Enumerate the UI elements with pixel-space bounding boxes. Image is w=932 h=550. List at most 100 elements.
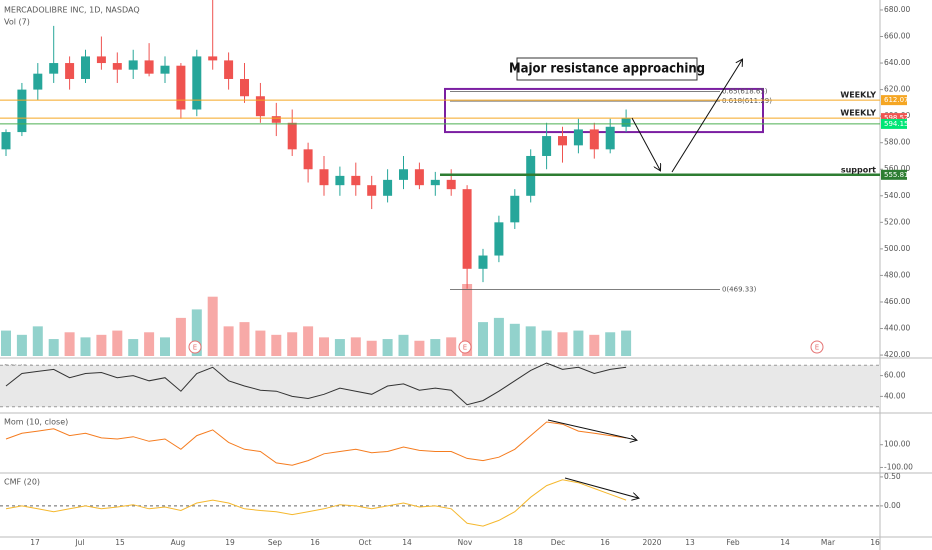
volume-bar <box>334 339 345 356</box>
volume-bar <box>525 326 536 356</box>
volume-bar <box>541 330 552 356</box>
volume-bar <box>398 334 409 356</box>
volume-bar <box>605 332 616 356</box>
volume-bar <box>589 334 600 356</box>
pane-title: MERCADOLIBRE INC, 1D, NASDAQ <box>4 6 140 15</box>
arrow <box>671 60 742 173</box>
price-label: 555.81 <box>884 171 909 179</box>
pane-title: Vol (7) <box>4 18 30 27</box>
price-label: 594.15 <box>884 120 909 128</box>
level-name: WEEKLY <box>840 91 876 100</box>
candle-body <box>399 169 408 180</box>
candle-body <box>510 195 520 223</box>
pane-title: Mom (10, close) <box>4 418 68 427</box>
x-tick-label: Dec <box>551 538 566 547</box>
indicator-line <box>5 421 627 466</box>
volume-bar <box>287 332 298 356</box>
candle-body <box>176 65 186 110</box>
y-tick-label: 480.00 <box>884 270 910 279</box>
volume-bar <box>430 339 441 356</box>
x-tick-label: 2020 <box>642 538 661 547</box>
price-label: 612.07 <box>884 96 909 104</box>
volume-bar <box>509 323 520 356</box>
x-tick-label: Aug <box>171 538 186 547</box>
price-label-bg <box>881 95 907 106</box>
candle-body <box>96 56 106 64</box>
earnings-marker <box>458 340 472 354</box>
candle-body <box>192 56 202 110</box>
x-tick-label: Feb <box>726 538 740 547</box>
volume-bar <box>446 337 457 356</box>
x-tick-label: 14 <box>780 538 790 547</box>
volume-bar <box>80 337 91 356</box>
x-tick-label: 16 <box>310 538 320 547</box>
price-label-bg <box>881 118 907 129</box>
candle-body <box>128 60 138 70</box>
candle-body <box>65 63 75 79</box>
y-tick-label: 640.00 <box>884 58 910 67</box>
price-label: 598.52 <box>884 114 909 122</box>
y-tick-label: 420.00 <box>884 350 910 359</box>
volume-bar <box>16 334 27 356</box>
price-label-bg <box>881 169 907 180</box>
x-tick-label: Jul <box>74 538 84 547</box>
volume-bar <box>271 334 282 356</box>
candle-body <box>287 122 297 150</box>
candle-body <box>414 169 424 186</box>
candle-body <box>271 116 281 123</box>
candle-body <box>542 136 552 156</box>
candle-body <box>462 189 472 269</box>
candle-body <box>494 222 504 256</box>
trend-arrow <box>564 477 638 498</box>
y-tick-label: 580.00 <box>884 138 910 147</box>
candle-body <box>367 185 377 196</box>
fib-label: 0(469.33) <box>722 286 757 294</box>
candle-body <box>605 126 615 150</box>
earnings-label: E <box>193 344 197 352</box>
volume-bar <box>128 339 139 356</box>
candle-body <box>144 60 154 74</box>
y-tick-label: 0.50 <box>884 472 901 481</box>
volume-bar <box>64 332 75 356</box>
pane-title: CMF (20) <box>4 478 40 487</box>
candle-body <box>160 65 170 74</box>
candle-body <box>49 63 59 74</box>
y-tick-label: 660.00 <box>884 32 910 41</box>
y-tick-label: 560.00 <box>884 164 910 173</box>
y-tick-label: 620.00 <box>884 85 910 94</box>
candle-body <box>383 179 393 196</box>
y-tick-label: 540.00 <box>884 191 910 200</box>
candle-body <box>351 175 361 186</box>
x-tick-label: 16 <box>600 538 610 547</box>
candle-body <box>478 255 488 269</box>
x-tick-label: 14 <box>402 538 412 547</box>
plot-layer: 680.00660.00640.00620.00600.00580.00560.… <box>0 0 913 547</box>
y-tick-label: -100.00 <box>884 462 913 471</box>
candle-body <box>303 149 313 170</box>
earnings-marker <box>810 340 824 354</box>
candle-body <box>319 169 329 186</box>
candle-body <box>208 56 218 61</box>
volume-bar <box>350 337 361 356</box>
volume-bar <box>160 337 170 356</box>
volume-bar <box>303 326 314 356</box>
x-tick-label: 16 <box>870 538 880 547</box>
candle-body <box>558 136 567 146</box>
candle-body <box>430 179 440 186</box>
y-tick-label: 60.00 <box>884 371 906 380</box>
indicator-line <box>5 362 627 406</box>
volume-bar <box>207 296 218 356</box>
volume-bar <box>144 332 155 356</box>
x-tick-label: Sep <box>268 538 282 547</box>
volume-bar <box>175 317 186 356</box>
volume-bar <box>414 340 425 356</box>
candle-body <box>240 78 249 97</box>
x-tick-label: 15 <box>115 538 125 547</box>
candle-body <box>621 118 631 127</box>
volume-bar <box>255 330 266 356</box>
level-name: support <box>841 165 876 174</box>
earnings-marker <box>188 340 202 354</box>
x-tick-label: 13 <box>685 538 695 547</box>
volume-bar <box>239 322 250 356</box>
